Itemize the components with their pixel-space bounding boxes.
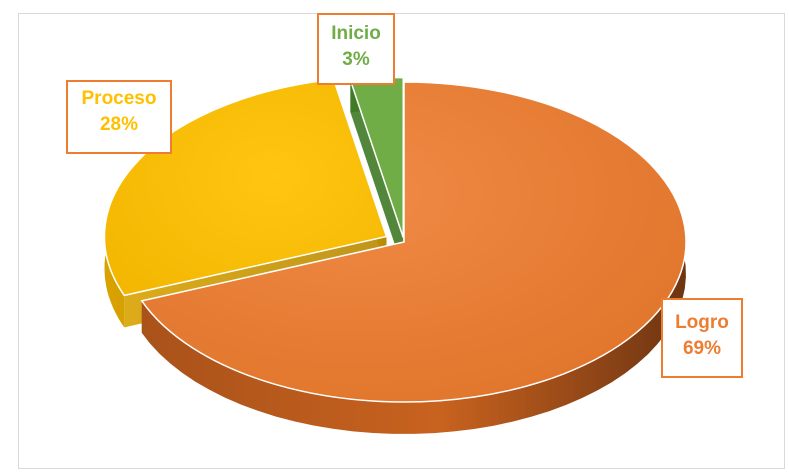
- data-label-proceso: Proceso 28%: [66, 80, 172, 154]
- percent-label: 28%: [99, 114, 139, 135]
- data-label-logro: Logro 69%: [661, 298, 743, 378]
- percent-label: 3%: [342, 49, 370, 70]
- slice-face-inicio-0: [350, 80, 404, 270]
- data-label-inicio: Inicio 3%: [317, 13, 395, 85]
- category-label: Logro: [675, 312, 729, 333]
- category-label: Inicio: [331, 23, 381, 44]
- slice-proceso: [103, 78, 388, 297]
- category-label: Proceso: [81, 88, 157, 109]
- slice-logro: [140, 81, 687, 403]
- percent-label: 69%: [682, 338, 722, 359]
